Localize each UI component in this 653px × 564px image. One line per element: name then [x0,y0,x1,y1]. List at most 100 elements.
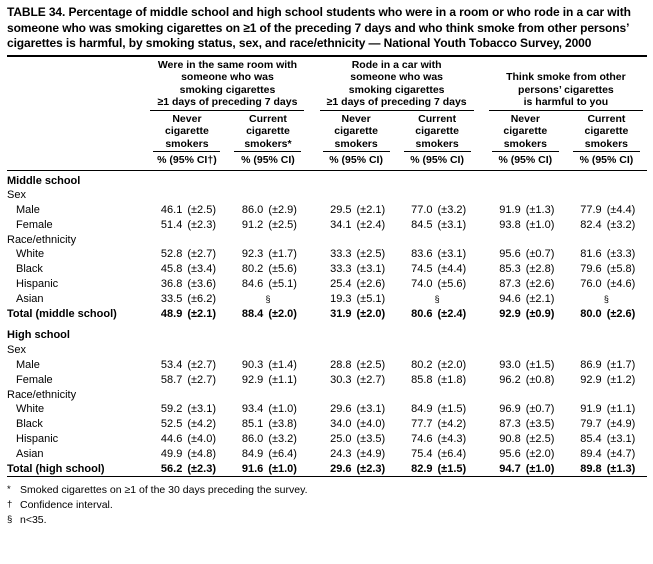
row-label: Female [16,218,53,231]
column-gap [478,203,485,218]
confidence-interval: (±2.0) [268,307,297,320]
column-gap [308,432,315,447]
confidence-interval: (±1.5) [525,359,555,372]
confidence-interval: (±1.8) [437,373,467,386]
percent-value: 34.0 [330,418,352,431]
percent-value: 96.2 [499,373,521,386]
column-gap [478,111,485,153]
column-gap [478,358,485,373]
smoker-status-header: Never cigarette smokers [316,111,397,152]
percent-value: 80.2 [411,359,433,372]
column-gap [478,417,485,432]
unit-header: % (95% CI) [396,152,478,171]
confidence-interval: (±2.5) [268,218,297,231]
confidence-interval: (±1.1) [268,373,297,386]
smoker-status-header: Never cigarette smokers [485,111,566,152]
row-label: Sex [7,189,26,202]
percent-value: 52.8 [160,248,183,261]
confidence-interval: (±6.2) [187,292,216,305]
column-gap [308,462,315,477]
percent-value: 82.4 [580,218,602,231]
confidence-interval: (±1.4) [268,359,297,372]
confidence-interval: (±3.1) [356,263,386,276]
percent-value: 77.7 [411,418,433,431]
confidence-interval: (±2.7) [187,248,216,261]
percent-value: 93.8 [499,218,521,231]
percent-value: 88.4 [241,307,264,320]
confidence-interval: (±2.3) [356,462,386,475]
confidence-interval: (±5.1) [356,292,386,305]
column-gap [478,218,485,233]
percent-value: 19.3 [330,292,352,305]
percent-value: 29.6 [330,462,352,475]
percent-value: 91.9 [499,204,521,217]
table-row: Asian 49.9 (±4.8) 84.9 (±6.4) 24.3 (±4.9) 75.4 (… [7,447,647,462]
small-sample-symbol: § [265,293,271,304]
percent-value: 58.7 [160,373,183,386]
percent-value: 82.9 [411,462,433,475]
confidence-interval: (±2.5) [187,204,216,217]
small-sample-symbol: § [434,293,440,304]
smoker-status-label: Current cigarette smokers* [234,113,302,152]
smoker-status-label: Never cigarette smokers [153,113,221,152]
confidence-interval: (±3.8) [268,418,297,431]
percent-value: 24.3 [330,447,352,460]
percent-value: 76.0 [580,278,602,291]
column-gap [308,203,315,218]
confidence-interval: (±2.6) [606,307,636,320]
confidence-interval: (±2.6) [356,278,386,291]
confidence-interval: (±2.5) [356,359,386,372]
unit-header: % (95% CI) [565,152,647,171]
smoker-status-label: Current cigarette smokers [403,113,471,152]
row-label: Female [16,373,53,386]
percent-value: 86.0 [241,204,264,217]
percent-value: 85.1 [241,418,264,431]
percent-value: 29.5 [330,204,352,217]
column-gap [308,417,315,432]
percent-value: 83.6 [411,248,433,261]
column-gap [308,277,315,292]
table-row: Middle school [7,170,647,188]
confidence-interval: (±0.9) [525,307,555,320]
confidence-interval: (±4.0) [356,418,386,431]
column-gap [308,218,315,233]
percent-value: 33.3 [330,248,352,261]
row-label: Total (middle school) [7,307,117,320]
table-row: Total (middle school) 48.9 (±2.1) 88.4 (±2.0… [7,307,647,322]
confidence-interval: (±1.0) [525,218,555,231]
confidence-interval: (±3.2) [606,218,636,231]
stub-cell [7,152,147,171]
percent-value: 86.9 [580,359,602,372]
footnote-marker: § [7,514,13,526]
row-label: White [16,403,45,416]
confidence-interval: (±2.1) [187,307,216,320]
percent-value: 89.8 [580,462,602,475]
percent-value: 34.1 [330,218,352,231]
percent-value: 92.3 [241,248,264,261]
percent-value: 84.6 [241,278,264,291]
column-gap [308,373,315,388]
table-row: Total (high school) 56.2 (±2.3) 91.6 (±1.0) 2… [7,462,647,477]
confidence-interval: (±0.7) [525,403,555,416]
table-head: Were in the same room with someone who wa… [7,57,647,171]
unit-header: % (95% CI) [315,152,397,171]
percent-value: 92.9 [499,307,521,320]
row-label: High school [7,329,70,342]
row-label: Asian [16,447,44,460]
table-row: High school [7,321,647,343]
row-label: Male [16,359,40,372]
confidence-interval: (±0.7) [525,248,555,261]
confidence-interval: (±3.5) [525,418,555,431]
confidence-interval: (±1.7) [268,248,297,261]
confidence-interval: (±3.5) [356,433,386,446]
confidence-interval: (±1.7) [606,359,636,372]
percent-value: 56.2 [160,462,183,475]
column-group-label: Think smoke from other persons’ cigarette… [488,71,643,111]
row-label: Asian [16,292,44,305]
table-row: Female 58.7 (±2.7) 92.9 (±1.1) 30.3 (±2.7) 85.8… [7,373,647,388]
column-gap [478,247,485,262]
confidence-interval: (±3.2) [268,433,297,446]
percent-value: 25.0 [330,433,352,446]
row-label: Black [16,263,43,276]
table-body: Middle school Sex Male 46.1 (±2.5) 86.0 (±2.9)… [7,170,647,477]
